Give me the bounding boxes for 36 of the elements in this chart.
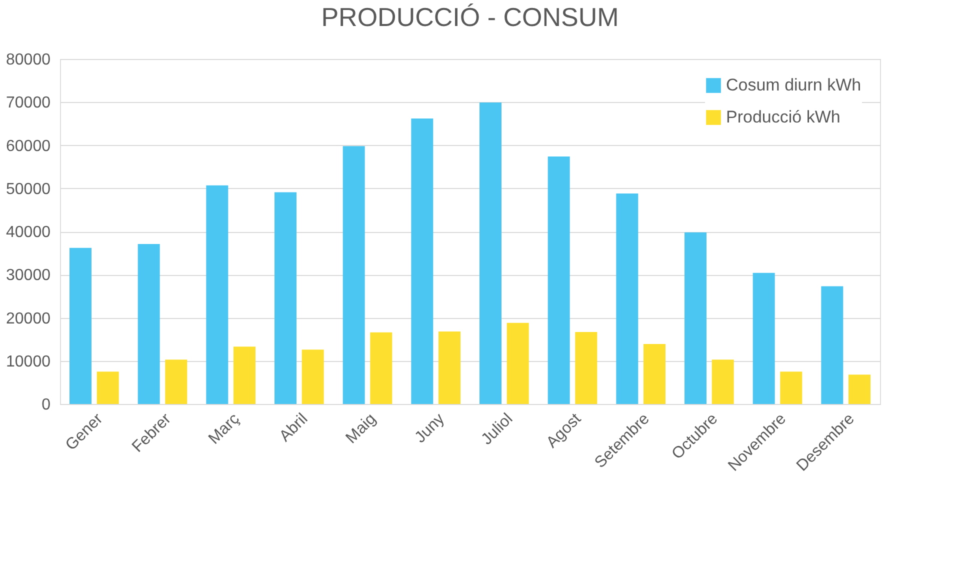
chart-title: PRODUCCIÓ - CONSUM [321, 2, 619, 32]
bar [70, 248, 92, 404]
y-tick-label: 40000 [6, 224, 51, 241]
bar [780, 372, 802, 404]
bar [165, 360, 188, 404]
bar [96, 372, 119, 404]
y-tick-label: 30000 [6, 267, 51, 284]
y-tick-label: 20000 [6, 310, 51, 328]
bar [302, 350, 324, 404]
bar [234, 346, 256, 404]
bar [616, 194, 638, 404]
y-tick-label: 60000 [6, 138, 51, 155]
bar [684, 232, 706, 404]
y-tick-label: 10000 [6, 353, 51, 370]
bar [411, 118, 434, 404]
legend-label: Producció kWh [726, 108, 840, 126]
y-tick-label: 0 [42, 396, 51, 414]
bar [644, 344, 666, 404]
y-tick-label: 50000 [6, 180, 51, 198]
bar [438, 332, 460, 404]
bar [848, 374, 870, 404]
bar [548, 156, 570, 404]
bar [480, 102, 502, 404]
bar [206, 185, 228, 404]
bar [575, 332, 598, 404]
y-tick-label: 70000 [6, 94, 51, 112]
bar [342, 146, 365, 404]
y-tick-label: 80000 [6, 52, 51, 68]
bar [138, 244, 160, 404]
bar [752, 272, 775, 404]
bar [821, 286, 844, 404]
legend-label: Cosum diurn kWh [726, 76, 862, 94]
bar [274, 192, 296, 404]
bar [370, 332, 392, 404]
bar [506, 322, 529, 404]
bar [712, 360, 734, 404]
